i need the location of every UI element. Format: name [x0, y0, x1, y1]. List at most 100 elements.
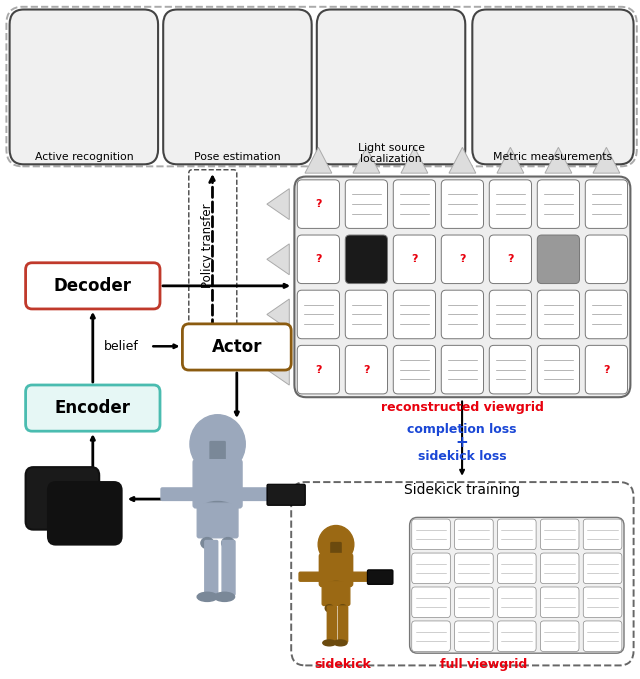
FancyBboxPatch shape: [193, 460, 242, 508]
FancyBboxPatch shape: [346, 346, 388, 394]
FancyBboxPatch shape: [412, 587, 451, 618]
FancyBboxPatch shape: [26, 385, 160, 431]
FancyBboxPatch shape: [222, 540, 235, 595]
FancyBboxPatch shape: [348, 572, 372, 581]
FancyBboxPatch shape: [319, 553, 353, 587]
Polygon shape: [449, 147, 476, 173]
FancyBboxPatch shape: [540, 553, 579, 583]
FancyBboxPatch shape: [367, 570, 393, 585]
Ellipse shape: [325, 605, 333, 612]
FancyBboxPatch shape: [322, 582, 350, 606]
FancyBboxPatch shape: [161, 488, 197, 500]
Polygon shape: [305, 147, 332, 173]
FancyBboxPatch shape: [583, 519, 622, 549]
FancyBboxPatch shape: [538, 346, 580, 394]
FancyBboxPatch shape: [237, 488, 273, 500]
Text: sidekick loss: sidekick loss: [418, 449, 506, 463]
Polygon shape: [497, 147, 524, 173]
FancyBboxPatch shape: [331, 543, 341, 559]
FancyBboxPatch shape: [540, 587, 579, 618]
FancyBboxPatch shape: [26, 263, 160, 309]
FancyBboxPatch shape: [497, 553, 536, 583]
Text: Encoder: Encoder: [55, 399, 131, 417]
Circle shape: [318, 526, 354, 564]
FancyBboxPatch shape: [497, 621, 536, 652]
FancyBboxPatch shape: [454, 553, 493, 583]
Text: Decoder: Decoder: [54, 277, 132, 295]
FancyBboxPatch shape: [393, 235, 435, 284]
FancyBboxPatch shape: [489, 180, 531, 228]
Ellipse shape: [339, 605, 347, 612]
Polygon shape: [593, 147, 620, 173]
FancyBboxPatch shape: [585, 346, 627, 394]
FancyBboxPatch shape: [6, 7, 637, 166]
FancyBboxPatch shape: [410, 517, 624, 653]
FancyBboxPatch shape: [442, 180, 484, 228]
FancyBboxPatch shape: [538, 290, 580, 339]
Text: Sidekick training: Sidekick training: [404, 483, 520, 497]
FancyBboxPatch shape: [583, 621, 622, 652]
FancyBboxPatch shape: [454, 587, 493, 618]
Text: ?: ?: [315, 365, 322, 375]
FancyBboxPatch shape: [346, 290, 388, 339]
FancyBboxPatch shape: [298, 346, 339, 394]
FancyBboxPatch shape: [182, 324, 291, 370]
Ellipse shape: [201, 538, 214, 549]
Text: Policy transfer: Policy transfer: [202, 204, 214, 288]
FancyBboxPatch shape: [442, 290, 484, 339]
FancyBboxPatch shape: [346, 180, 388, 228]
FancyBboxPatch shape: [163, 10, 312, 164]
FancyBboxPatch shape: [442, 346, 484, 394]
Text: reconstructed viewgrid: reconstructed viewgrid: [381, 401, 543, 414]
FancyBboxPatch shape: [10, 10, 158, 164]
Text: full viewgrid: full viewgrid: [440, 657, 527, 671]
FancyBboxPatch shape: [327, 606, 337, 642]
FancyBboxPatch shape: [299, 572, 323, 581]
FancyBboxPatch shape: [346, 235, 388, 284]
FancyBboxPatch shape: [339, 606, 348, 642]
FancyBboxPatch shape: [442, 235, 484, 284]
Polygon shape: [545, 147, 572, 173]
FancyBboxPatch shape: [540, 621, 579, 652]
FancyBboxPatch shape: [497, 587, 536, 618]
FancyBboxPatch shape: [412, 519, 451, 549]
FancyBboxPatch shape: [317, 10, 465, 164]
FancyBboxPatch shape: [538, 235, 580, 284]
Text: Active recognition: Active recognition: [35, 151, 133, 162]
Ellipse shape: [326, 581, 346, 590]
Text: ?: ?: [459, 255, 466, 264]
Text: Actor: Actor: [212, 338, 262, 356]
FancyBboxPatch shape: [393, 180, 435, 228]
FancyBboxPatch shape: [472, 10, 634, 164]
FancyBboxPatch shape: [298, 290, 339, 339]
FancyBboxPatch shape: [585, 290, 627, 339]
Text: ?: ?: [363, 365, 370, 375]
FancyBboxPatch shape: [291, 482, 634, 665]
Ellipse shape: [334, 640, 347, 646]
FancyBboxPatch shape: [26, 467, 99, 530]
Text: ?: ?: [315, 255, 322, 264]
Text: ?: ?: [411, 255, 418, 264]
Text: ?: ?: [603, 365, 610, 375]
Circle shape: [190, 415, 245, 473]
Ellipse shape: [221, 538, 234, 549]
Text: sidekick: sidekick: [315, 657, 371, 671]
FancyBboxPatch shape: [393, 290, 435, 339]
Text: Metric measurements: Metric measurements: [493, 151, 612, 162]
Ellipse shape: [197, 592, 218, 602]
FancyBboxPatch shape: [205, 540, 218, 595]
FancyBboxPatch shape: [538, 180, 580, 228]
FancyBboxPatch shape: [298, 235, 339, 284]
Text: ?: ?: [507, 255, 514, 264]
Polygon shape: [267, 244, 289, 275]
FancyBboxPatch shape: [294, 177, 630, 397]
FancyBboxPatch shape: [489, 235, 531, 284]
FancyBboxPatch shape: [489, 346, 531, 394]
FancyBboxPatch shape: [412, 553, 451, 583]
FancyBboxPatch shape: [267, 484, 305, 505]
Text: Light source
localization: Light source localization: [358, 143, 424, 164]
FancyBboxPatch shape: [585, 235, 627, 284]
Text: ?: ?: [315, 199, 322, 209]
FancyBboxPatch shape: [454, 621, 493, 652]
FancyBboxPatch shape: [489, 290, 531, 339]
